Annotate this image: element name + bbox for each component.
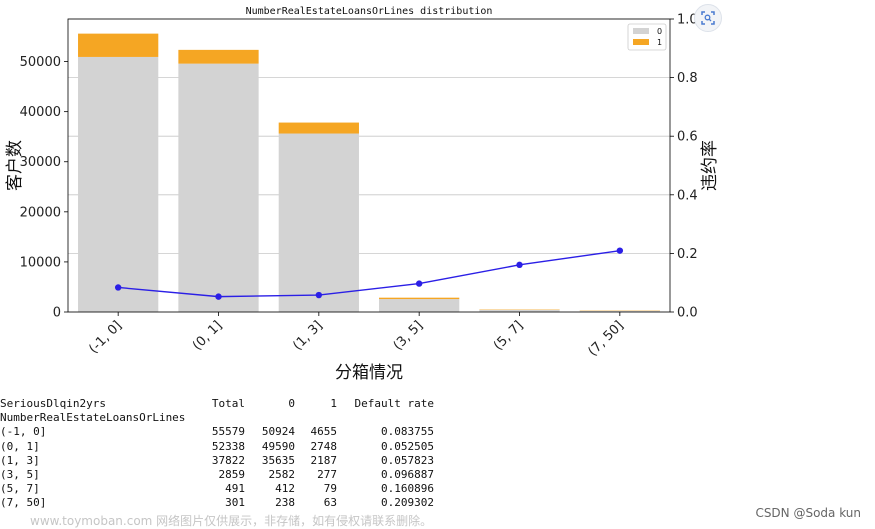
table-cell: 412	[245, 482, 295, 496]
legend-label-0: 0	[657, 27, 662, 36]
x-tick-label: (7, 50]	[585, 318, 626, 359]
table-cell: 35635	[245, 454, 295, 468]
table-cell: (0, 1]	[0, 440, 203, 454]
bar-series-1	[78, 34, 158, 57]
y-tick-label: 40000	[20, 105, 61, 120]
default-rate-point	[617, 247, 623, 253]
table-cell: 0.083755	[337, 425, 434, 439]
y2-tick-label: 0.8	[677, 71, 698, 86]
legend-swatch-1	[633, 39, 649, 45]
default-rate-point	[115, 284, 121, 290]
table-row: (5, 7] 491 412 79 0.160896	[0, 482, 434, 496]
y2-tick-label: 0.2	[677, 247, 698, 262]
table-cell: (3, 5]	[0, 468, 203, 482]
bar-series-0	[178, 64, 258, 312]
table-cell: 491	[203, 482, 245, 496]
y-tick-label: 10000	[20, 255, 61, 270]
legend-label-1: 1	[657, 38, 662, 47]
y-tick-label: 0	[53, 306, 61, 321]
watermark-right: CSDN @Soda kun	[755, 506, 861, 520]
table-header-cell: 0	[245, 397, 295, 411]
table-cell: 37822	[203, 454, 245, 468]
y-tick-label: 50000	[20, 55, 61, 70]
y2-tick-label: 0.6	[677, 130, 698, 145]
table-row: (1, 3] 37822 35635 2187 0.057823	[0, 454, 434, 468]
y-axis-title: 客户数	[5, 140, 25, 191]
y-tick-label: 20000	[20, 205, 61, 220]
table-cell: 55579	[203, 425, 245, 439]
table-header-cell: SeriousDlqin2yrs	[0, 397, 203, 411]
table-cell: 63	[295, 496, 337, 510]
table-cell: 0.096887	[337, 468, 434, 482]
table-cell: (7, 50]	[0, 496, 203, 510]
bar-series-0	[279, 134, 359, 312]
table-row: (-1, 0] 55579 50924 4655 0.083755	[0, 425, 434, 439]
table-cell: 2748	[295, 440, 337, 454]
default-rate-point	[416, 280, 422, 286]
bar-series-0	[78, 57, 158, 312]
x-tick-label: (3, 5]	[391, 318, 426, 353]
table-cell: 277	[295, 468, 337, 482]
default-rate-point	[516, 262, 522, 268]
table-cell: 0.057823	[337, 454, 434, 468]
bar-series-1	[178, 50, 258, 64]
stats-table: SeriousDlqin2yrs Total 0 1 Default rate …	[0, 397, 434, 511]
bar-series-1	[379, 298, 459, 299]
zoom-icon	[700, 10, 716, 26]
x-tick-label: (-1, 0]	[86, 318, 125, 357]
default-rate-point	[316, 292, 322, 298]
bar-series-1	[279, 123, 359, 134]
y2-axis-title: 违约率	[700, 140, 720, 191]
chart: 0 10000 20000 30000 40000 50000 0.0 0.2 0.4 0.6 0.…	[0, 0, 875, 395]
x-tick-label: (5, 7]	[491, 318, 526, 353]
table-cell: 52338	[203, 440, 245, 454]
chart-title: NumberRealEstateLoansOrLines distributio…	[246, 6, 493, 17]
table-cell: 0.160896	[337, 482, 434, 496]
table-header-cell: Total	[203, 397, 245, 411]
y2-tick-label: 0.0	[677, 306, 698, 321]
default-rate-point	[215, 293, 221, 299]
table-cell: 49590	[245, 440, 295, 454]
legend-swatch-0	[633, 28, 649, 34]
x-tick-label: (1, 3]	[290, 318, 325, 353]
table-index-name: NumberRealEstateLoansOrLines	[0, 411, 203, 425]
table-index-name-row: NumberRealEstateLoansOrLines	[0, 411, 434, 425]
table-cell: 301	[203, 496, 245, 510]
table-row: (7, 50] 301 238 63 0.209302	[0, 496, 434, 510]
y2-tick-label: 0.4	[677, 188, 698, 203]
table-header-cell: Default rate	[337, 397, 434, 411]
table-cell: 4655	[295, 425, 337, 439]
watermark-left: www.toymoban.com 网络图片仅供展示，非存储，如有侵权请联系删除。	[30, 512, 432, 529]
table-cell: (5, 7]	[0, 482, 203, 496]
x-axis-title: 分箱情况	[335, 363, 403, 383]
y-tick-label: 30000	[20, 155, 61, 170]
x-tick-label: (0, 1]	[190, 318, 225, 353]
bars	[78, 34, 660, 312]
table-cell: (-1, 0]	[0, 425, 203, 439]
legend: 0 1	[628, 24, 666, 50]
table-cell: 238	[245, 496, 295, 510]
table-cell: 2859	[203, 468, 245, 482]
table-header-cell: 1	[295, 397, 337, 411]
table-cell: 2582	[245, 468, 295, 482]
table-cell: 0.052505	[337, 440, 434, 454]
table-cell: 0.209302	[337, 496, 434, 510]
table-cell: 79	[295, 482, 337, 496]
zoom-button[interactable]	[694, 4, 722, 32]
table-row: (3, 5] 2859 2582 277 0.096887	[0, 468, 434, 482]
table-row: (0, 1] 52338 49590 2748 0.052505	[0, 440, 434, 454]
table-cell: (1, 3]	[0, 454, 203, 468]
table-cell: 2187	[295, 454, 337, 468]
table-header-row: SeriousDlqin2yrs Total 0 1 Default rate	[0, 397, 434, 411]
bar-series-0	[379, 299, 459, 312]
table-cell: 50924	[245, 425, 295, 439]
